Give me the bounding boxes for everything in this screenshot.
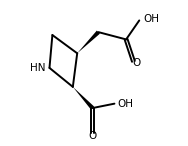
Text: O: O bbox=[88, 131, 97, 141]
Polygon shape bbox=[73, 87, 94, 110]
Text: O: O bbox=[132, 58, 140, 68]
Text: OH: OH bbox=[144, 14, 160, 24]
Text: OH: OH bbox=[117, 99, 133, 109]
Text: HN: HN bbox=[30, 63, 46, 73]
Polygon shape bbox=[77, 31, 100, 53]
